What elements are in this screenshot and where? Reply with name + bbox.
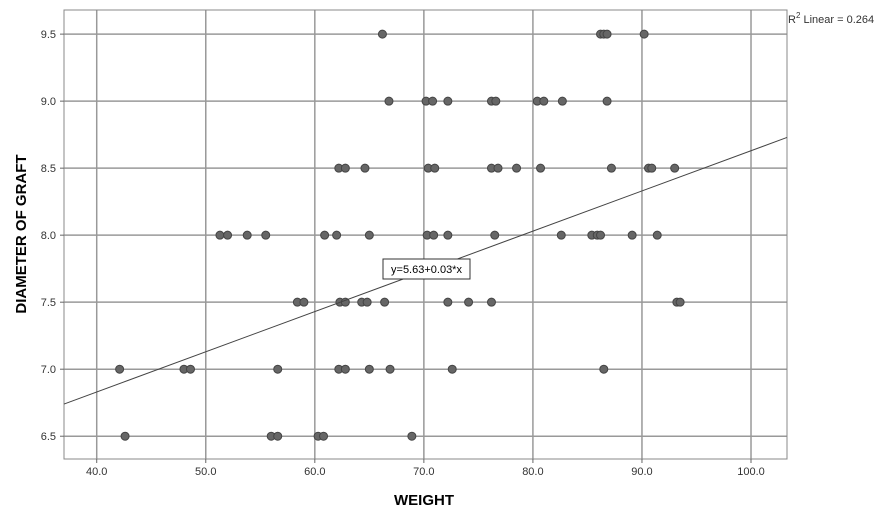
- data-point: [215, 230, 225, 240]
- data-point: [273, 364, 283, 374]
- x-tick-label: 80.0: [522, 466, 543, 478]
- data-point: [360, 163, 370, 173]
- data-point: [273, 431, 283, 441]
- data-point: [340, 364, 350, 374]
- data-point: [675, 297, 685, 307]
- data-point: [556, 230, 566, 240]
- x-axis-ticks: 40.0 50.0 60.0 70.0 80.0 90.0 100.0: [86, 459, 765, 478]
- data-point: [364, 364, 374, 374]
- data-point: [377, 29, 387, 39]
- y-tick-label: 6.5: [41, 431, 56, 443]
- fit-equation-box: y=5.63+0.03*x: [382, 258, 471, 280]
- r2-label: R2 Linear = 0.264: [788, 11, 874, 26]
- data-point: [512, 163, 522, 173]
- y-tick-label: 8.5: [41, 163, 56, 175]
- data-point: [407, 431, 417, 441]
- data-point: [464, 297, 474, 307]
- plot-frame: [63, 9, 788, 460]
- data-point: [364, 230, 374, 240]
- data-point: [384, 96, 394, 106]
- data-point: [242, 230, 252, 240]
- data-point: [120, 431, 130, 441]
- x-tick-label: 70.0: [413, 466, 434, 478]
- data-point: [429, 230, 439, 240]
- data-point: [536, 163, 546, 173]
- data-point: [430, 163, 440, 173]
- data-point: [670, 163, 680, 173]
- data-point: [428, 96, 438, 106]
- data-point: [602, 96, 612, 106]
- data-point: [491, 96, 501, 106]
- data-point: [599, 364, 609, 374]
- data-point: [385, 364, 395, 374]
- data-point: [647, 163, 657, 173]
- data-point: [319, 431, 329, 441]
- y-tick-label: 7.0: [41, 364, 56, 376]
- data-point: [299, 297, 309, 307]
- data-point: [332, 230, 342, 240]
- data-point: [486, 297, 496, 307]
- y-tick-label: 9.0: [41, 96, 56, 108]
- data-point: [261, 230, 271, 240]
- x-tick-label: 100.0: [737, 466, 765, 478]
- data-point: [115, 364, 125, 374]
- y-axis-title: DIAMETER OF GRAFT: [13, 154, 30, 313]
- x-tick-label: 40.0: [86, 466, 107, 478]
- data-point: [443, 96, 453, 106]
- x-tick-label: 50.0: [195, 466, 216, 478]
- data-point: [557, 96, 567, 106]
- data-point: [443, 230, 453, 240]
- data-point: [320, 230, 330, 240]
- x-axis-title: WEIGHT: [394, 492, 454, 509]
- y-tick-label: 7.5: [41, 297, 56, 309]
- y-tick-label: 8.0: [41, 230, 56, 242]
- data-point: [639, 29, 649, 39]
- fit-equation: y=5.63+0.03*x: [391, 264, 462, 276]
- x-tick-label: 90.0: [631, 466, 652, 478]
- data-point: [627, 230, 637, 240]
- data-point: [606, 163, 616, 173]
- data-point: [443, 297, 453, 307]
- y-axis-ticks: 6.5 7.0 7.5 8.0 8.5 9.0 9.5: [41, 29, 64, 443]
- data-point: [493, 163, 503, 173]
- data-point: [185, 364, 195, 374]
- data-point: [490, 230, 500, 240]
- data-point: [362, 297, 372, 307]
- data-point: [447, 364, 457, 374]
- data-point: [602, 29, 612, 39]
- data-point: [596, 230, 606, 240]
- data-point: [539, 96, 549, 106]
- data-point: [340, 163, 350, 173]
- data-points: [115, 29, 685, 441]
- x-tick-label: 60.0: [304, 466, 325, 478]
- data-point: [380, 297, 390, 307]
- data-point: [223, 230, 233, 240]
- y-tick-label: 9.5: [41, 29, 56, 41]
- data-point: [652, 230, 662, 240]
